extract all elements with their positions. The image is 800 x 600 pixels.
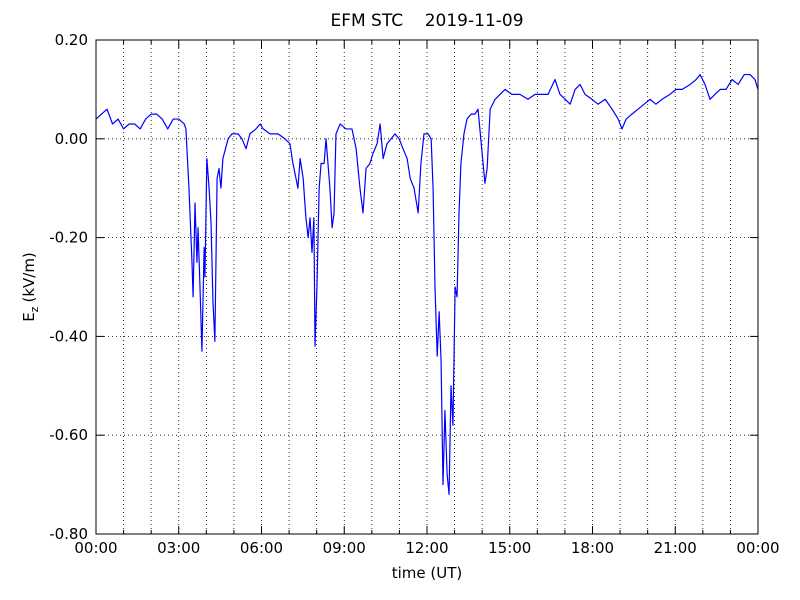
- x-tick-label: 00:00: [736, 539, 779, 557]
- x-axis-label: time (UT): [392, 564, 463, 582]
- plot-frame: [95, 39, 759, 535]
- chart-title: EFM STC 2019-11-09: [330, 11, 523, 31]
- x-tick-label: 12:00: [405, 539, 448, 557]
- x-tick-label: 09:00: [323, 539, 366, 557]
- x-tick-label: 15:00: [488, 539, 531, 557]
- y-tick-label: -0.40: [49, 327, 88, 345]
- y-tick-label: -0.60: [49, 426, 88, 444]
- y-label-unit: (kV/m): [20, 252, 38, 302]
- y-label-sub: z: [28, 306, 41, 312]
- x-tick-label: 18:00: [571, 539, 614, 557]
- x-tick-label: 06:00: [240, 539, 283, 557]
- y-tick-label: 0.00: [55, 130, 88, 148]
- y-tick-label: 0.20: [55, 31, 88, 49]
- data-line: [95, 73, 759, 496]
- x-tick-label: 21:00: [654, 539, 697, 557]
- y-label-main: E: [20, 312, 38, 321]
- y-tick-label: -0.80: [49, 525, 88, 543]
- x-tick-label: 00:00: [74, 539, 117, 557]
- x-tick-label: 03:00: [157, 539, 200, 557]
- y-tick-label: -0.20: [49, 229, 88, 247]
- y-axis-label: Ez (kV/m): [20, 252, 41, 322]
